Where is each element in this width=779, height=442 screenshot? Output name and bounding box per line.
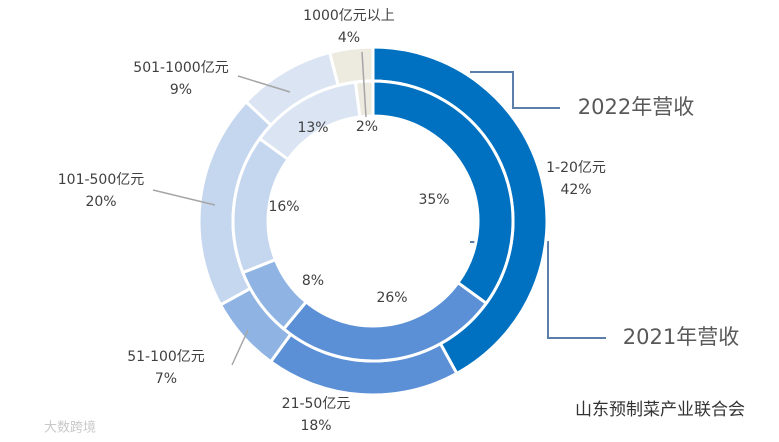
- value-label: 13%: [297, 120, 328, 136]
- value-label: 9%: [170, 82, 192, 98]
- leader-line: [361, 51, 367, 118]
- leader-line: [152, 189, 216, 206]
- category-label: 501-1000亿元: [133, 60, 228, 76]
- category-label: 1000亿元以上: [303, 8, 395, 24]
- category-label: 1-20亿元: [546, 160, 606, 176]
- series-annotation: 2022年营收: [578, 95, 694, 119]
- value-label: 2%: [356, 119, 378, 135]
- value-label: 20%: [85, 194, 116, 210]
- value-label: 8%: [302, 273, 324, 289]
- value-label: 7%: [155, 371, 177, 387]
- donut-segment: [327, 45, 375, 88]
- leader-line: [231, 329, 249, 366]
- series-annotation: 2021年营收: [623, 325, 739, 349]
- value-label: 16%: [268, 199, 299, 215]
- value-label: 42%: [560, 182, 591, 198]
- watermark: 大数跨境: [44, 421, 96, 436]
- value-label: 18%: [300, 418, 331, 434]
- category-label: 101-500亿元: [58, 172, 145, 188]
- value-label: 35%: [418, 192, 449, 208]
- watermark: 山东预制菜产业联合会: [575, 400, 745, 420]
- value-label: 26%: [376, 290, 407, 306]
- leader-line: [237, 75, 291, 93]
- category-label: 51-100亿元: [127, 349, 205, 365]
- annotation-line: [470, 71, 560, 109]
- category-label: 21-50亿元: [282, 396, 351, 412]
- value-label: 4%: [338, 30, 360, 46]
